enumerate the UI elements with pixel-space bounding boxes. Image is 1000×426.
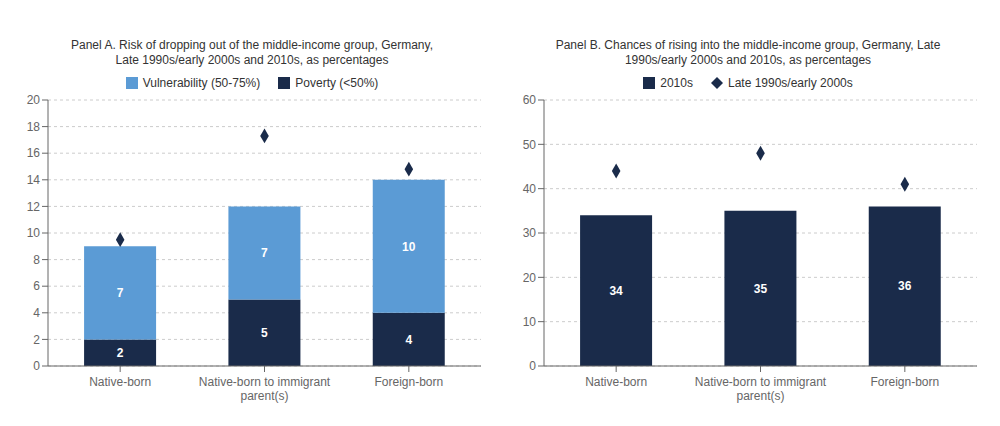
html-text:Panel B. Chances of rising int: Panel B. Chances of rising into the midd… [555,38,941,52]
html-text:Panel A. Risk of dropping out: Panel A. Risk of dropping out of the mid… [71,38,433,52]
svg-text:0: 0 [529,359,536,373]
svg-text:10: 10 [402,240,416,254]
svg-text:5: 5 [261,326,268,340]
svg-text:0: 0 [33,359,40,373]
svg-text:4: 4 [405,333,412,347]
html-text:1990s/early 2000s and 2010s, a: 1990s/early 2000s and 2010s, as percenta… [624,53,872,67]
svg-text:Native-born to immigrantparent: Native-born to immigrantparent(s) [695,375,827,403]
svg-text:Native-born to immigrantparent: Native-born to immigrantparent(s) [199,375,331,403]
svg-text:Native-born: Native-born [89,375,151,389]
svg-text:18: 18 [27,120,41,134]
svg-text:60: 60 [523,93,537,107]
svg-text:20: 20 [27,93,41,107]
svg-text:2: 2 [117,346,124,360]
svg-text:7: 7 [117,286,124,300]
html-text:Late 1990s/early 2000s and 201: Late 1990s/early 2000s and 2010s, as per… [115,53,389,67]
svg-text:2: 2 [33,333,40,347]
svg-text:34: 34 [609,284,623,298]
svg-text:14: 14 [27,173,41,187]
html-text:2010s: 2010s [660,76,693,90]
html-text:Poverty (<50%): Poverty (<50%) [295,76,379,90]
svg-text:30: 30 [523,226,537,240]
svg-text:36: 36 [898,279,912,293]
svg-text:16: 16 [27,146,41,160]
svg-text:6: 6 [33,279,40,293]
svg-text:4: 4 [33,306,40,320]
svg-text:8: 8 [33,253,40,267]
svg-text:20: 20 [523,271,537,285]
svg-text:Foreign-born: Foreign-born [374,375,443,389]
html-text:Vulnerability (50-75%): Vulnerability (50-75%) [142,76,261,90]
svg-text:35: 35 [754,282,768,296]
svg-text:Native-born: Native-born [585,375,647,389]
svg-text:40: 40 [523,182,537,196]
html-text:Late 1990s/early 2000s: Late 1990s/early 2000s [728,76,853,90]
svg-text:10: 10 [523,315,537,329]
svg-text:Foreign-born: Foreign-born [870,375,939,389]
svg-text:12: 12 [27,200,41,214]
svg-text:50: 50 [523,138,537,152]
svg-text:10: 10 [27,226,41,240]
svg-text:7: 7 [261,246,268,260]
